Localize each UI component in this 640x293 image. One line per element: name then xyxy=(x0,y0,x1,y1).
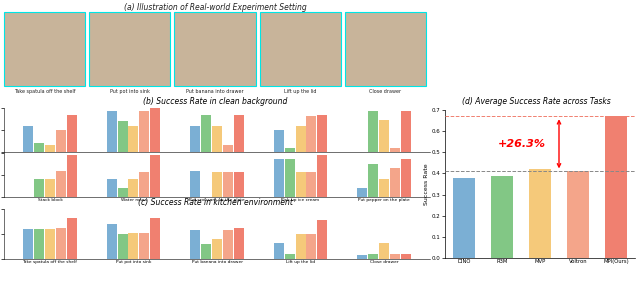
Bar xyxy=(34,143,44,152)
Bar xyxy=(212,126,222,152)
Bar xyxy=(234,227,244,259)
Bar xyxy=(140,172,149,197)
Text: (a) Illustration of Real-world Experiment Setting: (a) Illustration of Real-world Experimen… xyxy=(124,3,307,12)
Y-axis label: Success Rate: Success Rate xyxy=(424,163,429,205)
Bar xyxy=(118,121,127,152)
Bar xyxy=(23,126,33,152)
Bar xyxy=(296,234,305,259)
Bar xyxy=(296,126,305,152)
Bar xyxy=(190,126,200,152)
Bar xyxy=(140,233,149,259)
Bar xyxy=(140,111,149,152)
Bar xyxy=(129,233,138,259)
Bar xyxy=(67,155,77,197)
Text: Put pot into sink: Put pot into sink xyxy=(110,89,150,94)
Bar xyxy=(118,234,127,259)
Bar xyxy=(274,243,284,259)
Bar xyxy=(150,217,160,259)
Bar xyxy=(4,12,85,86)
Bar xyxy=(317,115,327,152)
Bar xyxy=(56,171,66,197)
Text: Lift up the lid: Lift up the lid xyxy=(284,89,316,94)
Bar xyxy=(150,155,160,197)
Bar xyxy=(129,126,138,152)
Bar xyxy=(201,115,211,152)
Bar xyxy=(379,120,389,152)
Bar xyxy=(234,115,244,152)
Bar xyxy=(566,171,589,258)
Bar xyxy=(345,12,426,86)
Bar xyxy=(223,172,233,197)
Bar xyxy=(118,188,127,197)
Bar xyxy=(23,229,33,259)
Bar xyxy=(529,169,552,258)
Bar xyxy=(307,234,316,259)
Bar xyxy=(390,148,400,152)
Bar xyxy=(56,227,66,259)
Bar xyxy=(67,217,77,259)
Bar xyxy=(129,179,138,197)
Text: Put banana into drawer: Put banana into drawer xyxy=(186,89,244,94)
Bar xyxy=(274,130,284,152)
Bar xyxy=(401,159,411,197)
Bar xyxy=(223,145,233,152)
Bar xyxy=(357,255,367,259)
Bar xyxy=(34,179,44,197)
Bar xyxy=(45,229,55,259)
Bar xyxy=(45,179,55,197)
Bar xyxy=(368,254,378,259)
Bar xyxy=(357,188,367,197)
Bar xyxy=(390,254,400,259)
Bar xyxy=(401,111,411,152)
Bar xyxy=(67,115,77,152)
Text: +26.3%: +26.3% xyxy=(498,139,546,149)
Bar xyxy=(285,254,294,259)
Bar xyxy=(56,130,66,152)
Bar xyxy=(390,168,400,197)
Bar xyxy=(317,220,327,259)
Bar xyxy=(174,12,255,86)
Bar xyxy=(107,224,116,259)
Bar xyxy=(605,116,627,258)
Bar xyxy=(285,159,294,197)
Bar xyxy=(401,254,411,259)
Bar xyxy=(260,12,341,86)
Bar xyxy=(368,111,378,152)
Bar xyxy=(368,163,378,197)
Bar xyxy=(379,243,389,259)
Text: (c) Success Rate in kitchen environment: (c) Success Rate in kitchen environment xyxy=(138,198,292,207)
Bar xyxy=(285,148,294,152)
Bar xyxy=(190,171,200,197)
Text: (b) Success Rate in clean background: (b) Success Rate in clean background xyxy=(143,98,287,106)
Bar xyxy=(89,12,170,86)
Bar xyxy=(150,108,160,152)
Text: Close drawer: Close drawer xyxy=(369,89,401,94)
Bar xyxy=(201,244,211,259)
Bar xyxy=(212,239,222,259)
Bar xyxy=(307,116,316,152)
Bar xyxy=(34,229,44,259)
Bar xyxy=(452,178,476,258)
Bar xyxy=(190,230,200,259)
Bar xyxy=(379,179,389,197)
Bar xyxy=(317,155,327,197)
Bar xyxy=(296,172,305,197)
Text: Take spatula off the shelf: Take spatula off the shelf xyxy=(14,89,76,94)
Bar xyxy=(107,111,116,152)
Bar xyxy=(234,172,244,197)
Bar xyxy=(107,179,116,197)
Bar xyxy=(307,172,316,197)
Text: (d) Average Success Rate across Tasks: (d) Average Success Rate across Tasks xyxy=(461,98,611,106)
Bar xyxy=(491,176,513,258)
Bar xyxy=(45,145,55,152)
Bar xyxy=(212,172,222,197)
Bar xyxy=(223,230,233,259)
Bar xyxy=(274,159,284,197)
